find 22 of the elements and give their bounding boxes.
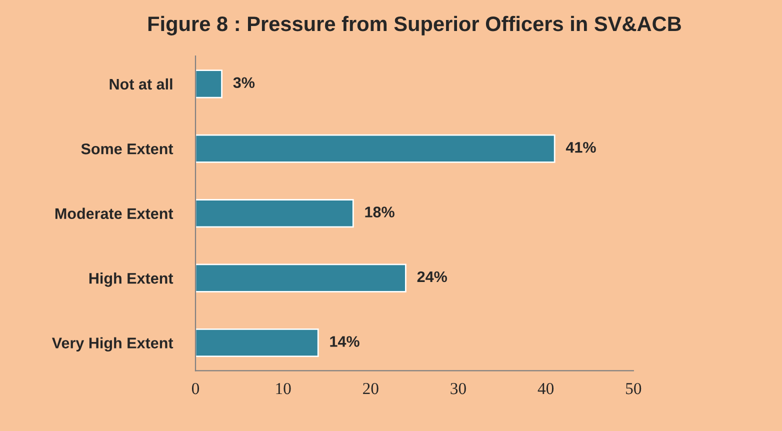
data-label: 18%: [365, 206, 394, 218]
y-tick-label: Very High Extent: [52, 337, 174, 352]
y-tick-label: Moderate Extent: [55, 208, 174, 220]
x-tick-label: 30: [450, 382, 466, 394]
data-label: 41%: [566, 142, 596, 153]
bar: [196, 134, 556, 163]
x-tick-label: 10: [276, 382, 291, 394]
bar: [196, 70, 222, 98]
data-label: 24%: [417, 271, 447, 282]
y-tick-label: Some Extent: [81, 144, 174, 154]
bar: [196, 328, 319, 358]
x-tick-label: 0: [192, 382, 200, 394]
data-label: 14%: [330, 336, 360, 347]
x-tick-label: 40: [538, 382, 554, 394]
x-tick-label: 20: [363, 382, 378, 394]
data-label: 3%: [233, 77, 255, 88]
y-tick-label: High Extent: [89, 272, 174, 287]
y-tick-label: Not at all: [110, 78, 172, 90]
bar: [196, 264, 406, 292]
bar: [196, 199, 354, 228]
x-tick-label: 50: [626, 382, 642, 394]
chart-title: Figure 8 : Pressure from Superior Officers in SV&ACB: [148, 16, 681, 36]
